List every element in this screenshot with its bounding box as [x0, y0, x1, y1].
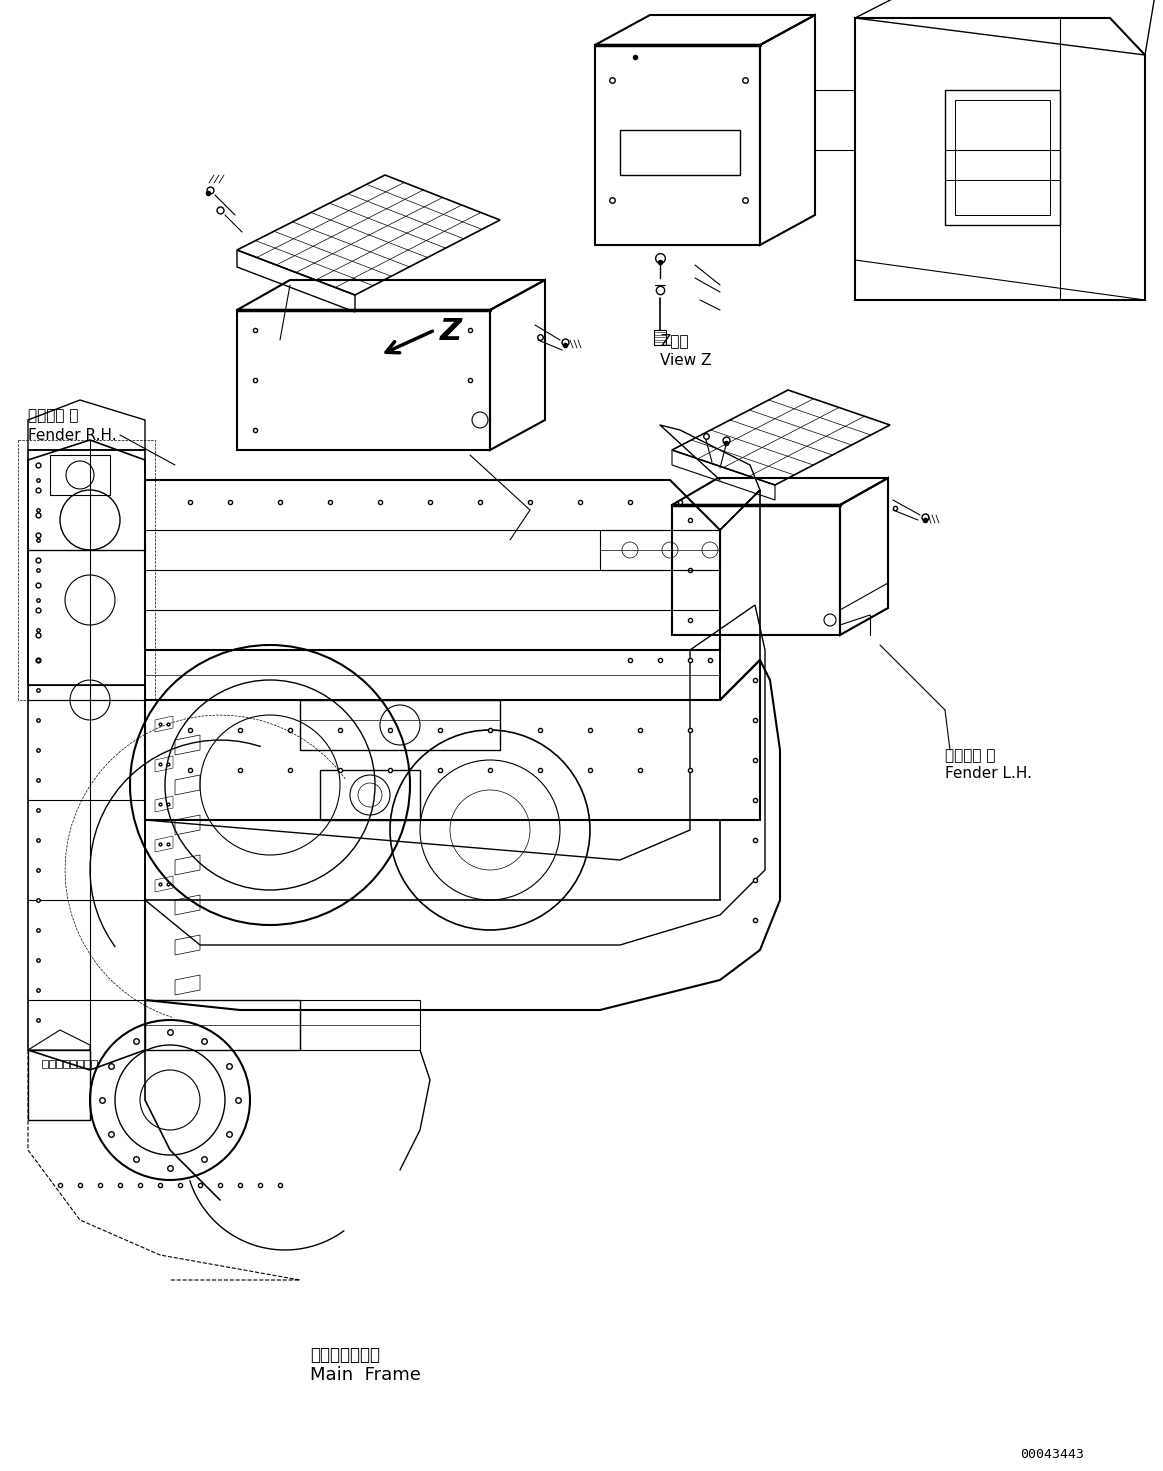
- Text: フェンダ 右: フェンダ 右: [28, 407, 78, 424]
- Text: Main  Frame: Main Frame: [311, 1367, 421, 1384]
- Text: フェンダ 左: フェンダ 左: [946, 747, 996, 763]
- Text: 00043443: 00043443: [1020, 1447, 1084, 1461]
- Text: View Z: View Z: [659, 353, 712, 368]
- Text: メインフレーム: メインフレーム: [311, 1346, 380, 1364]
- Text: Fender R.H.: Fender R.H.: [28, 428, 116, 443]
- Text: Z: Z: [440, 316, 462, 346]
- Text: Fender L.H.: Fender L.H.: [946, 766, 1032, 781]
- Text: Z　視: Z 視: [659, 332, 688, 349]
